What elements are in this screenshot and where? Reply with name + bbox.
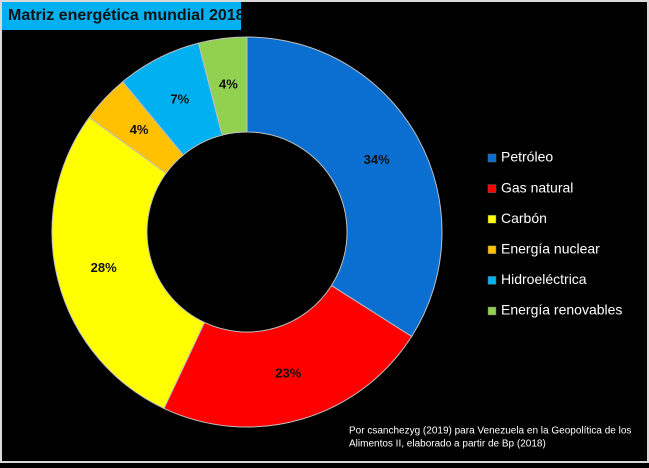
legend-label: Energía nuclear bbox=[501, 241, 600, 257]
legend-label: Energía renovables bbox=[501, 302, 622, 318]
data-label: 23% bbox=[275, 366, 301, 381]
title-box bbox=[2, 2, 241, 30]
legend-swatch bbox=[487, 245, 497, 255]
data-label: 7% bbox=[170, 92, 189, 107]
legend-label: Gas natural bbox=[501, 179, 573, 195]
legend-swatch bbox=[487, 306, 497, 316]
donut-slice bbox=[163, 284, 413, 428]
source-note: Por csanchezyg (2019) para Venezuela en … bbox=[349, 426, 631, 437]
legend-swatch bbox=[487, 184, 497, 193]
data-label: 4% bbox=[219, 77, 238, 92]
donut-slice bbox=[51, 116, 206, 410]
legend-label: Petróleo bbox=[501, 149, 553, 165]
source-note: Alimentos II, elaborado a partir de Bp (… bbox=[349, 439, 546, 450]
data-label: 4% bbox=[130, 122, 149, 137]
donut-slice bbox=[246, 36, 443, 338]
chart-title: Matriz energética mundial 2018 bbox=[8, 7, 245, 24]
data-label: 34% bbox=[364, 152, 390, 167]
data-label: 28% bbox=[91, 260, 117, 275]
legend-label: Hidroeléctrica bbox=[501, 271, 587, 287]
legend-swatch bbox=[487, 214, 497, 224]
legend-swatch bbox=[487, 153, 497, 163]
donut-slice bbox=[197, 36, 248, 136]
legend-swatch bbox=[487, 276, 497, 285]
legend-label: Carbón bbox=[501, 210, 547, 226]
